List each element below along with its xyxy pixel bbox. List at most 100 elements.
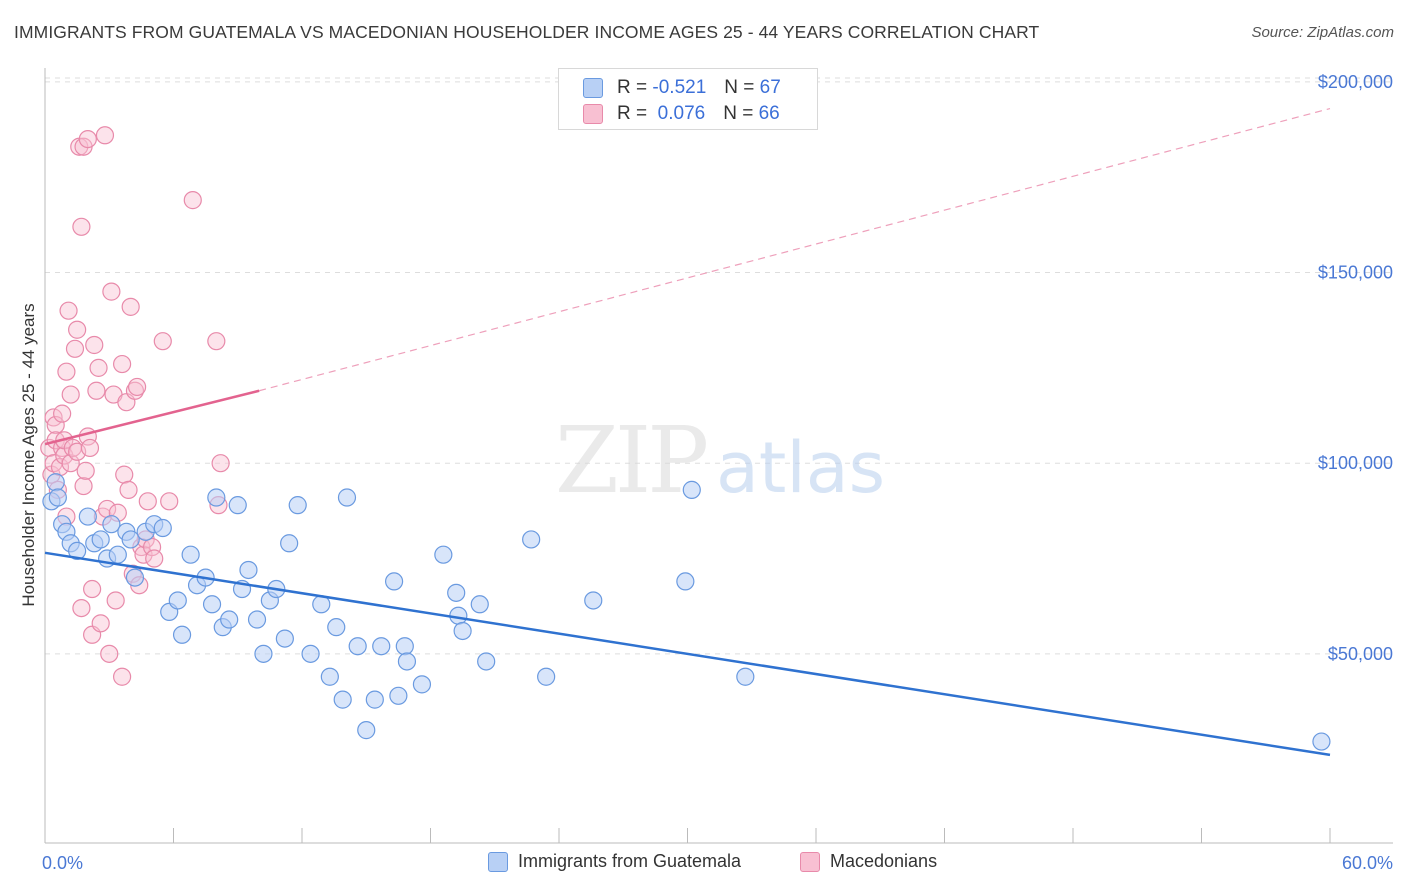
point-guatemala [453,621,472,641]
point-macedonians [68,320,87,339]
point-guatemala [220,610,239,629]
point-guatemala [584,591,603,610]
n-value-macedonians: 66 [758,103,780,124]
point-guatemala [477,652,496,671]
point-guatemala [78,507,97,526]
point-guatemala [239,560,258,580]
point-guatemala [108,545,127,564]
point-macedonians [91,614,110,633]
point-guatemala [676,572,695,591]
n-label: N = [724,77,755,98]
point-macedonians [78,129,97,149]
point-macedonians [89,358,108,377]
point-macedonians [53,404,72,423]
point-guatemala [46,473,65,492]
point-macedonians [112,354,132,374]
point-guatemala [172,625,192,644]
watermark: ZIP atlas [555,407,885,514]
point-macedonians [153,332,172,351]
x-tick-labels: 0.0% 60.0% [42,853,1393,873]
point-guatemala [348,637,367,656]
point-guatemala [397,652,417,671]
r-label: R = [617,103,648,124]
n-label: N = [723,103,754,124]
point-macedonians [74,476,93,496]
point-macedonians [119,480,138,499]
point-macedonians [76,461,95,480]
point-guatemala [168,591,187,610]
y-tick-labels: $50,000 $100,000 $150,000 $200,000 [1318,72,1393,664]
point-guatemala [91,530,110,549]
x-tick-label-start: 0.0% [42,853,83,873]
y-axis-label: Householder Income Ages 25 - 44 years [19,303,38,606]
r-value-macedonians: 0.076 [657,103,706,124]
point-macedonians [160,492,179,511]
point-guatemala [384,572,404,591]
x-tick-label-end: 60.0% [1342,853,1393,873]
point-macedonians [46,415,65,435]
point-guatemala [125,568,145,587]
legend-item-macedonians: Macedonians [800,851,937,872]
legend-label-guatemala: Immigrants from Guatemala [518,851,742,871]
point-macedonians [138,492,157,511]
macedonians-swatch [583,104,603,124]
point-guatemala [470,595,489,614]
point-macedonians [57,362,76,381]
trend-lines [44,108,1331,757]
correlation-row-macedonians: R = 0.076 N = 66 [583,103,780,125]
data-points [40,126,1331,751]
legend-item-guatemala: Immigrants from Guatemala [488,851,741,872]
point-guatemala [280,534,299,553]
r-label: R = [617,77,648,98]
watermark-zip: ZIP [555,407,706,514]
correlation-row-guatemala: R = -0.521 N = 67 [583,77,781,99]
point-guatemala [1312,732,1331,751]
legend-label-macedonians: Macedonians [830,851,938,871]
point-macedonians [61,454,80,473]
watermark-atlas: atlas [716,427,885,509]
point-guatemala [389,686,408,705]
point-macedonians [121,297,140,316]
point-guatemala [736,667,755,686]
point-guatemala [537,667,556,686]
point-macedonians [142,537,162,557]
point-guatemala [288,496,307,515]
point-macedonians [72,217,91,236]
point-macedonians [80,438,100,458]
point-guatemala [372,637,391,656]
point-guatemala [153,518,172,538]
point-guatemala [207,488,226,507]
point-macedonians [95,126,115,145]
point-guatemala [365,690,384,709]
point-guatemala [228,496,247,515]
point-guatemala [181,545,200,564]
point-macedonians [72,598,91,618]
point-guatemala [333,690,352,709]
point-guatemala [682,480,701,499]
point-macedonians [145,549,164,568]
point-macedonians [106,591,125,610]
point-guatemala [337,488,357,507]
point-macedonians [207,332,226,351]
r-value-guatemala: -0.521 [652,77,707,98]
point-guatemala [357,721,376,740]
point-guatemala [202,595,222,614]
source-credit: Source: ZipAtlas.com [1251,24,1394,41]
point-macedonians [183,191,202,210]
chart-title: IMMIGRANTS FROM GUATEMALA VS MACEDONIAN … [14,22,1040,42]
point-macedonians [85,335,104,355]
point-macedonians [65,339,85,358]
trend-line-macedonians [44,389,260,446]
point-guatemala [301,644,320,663]
y-tick-label: $100,000 [1318,453,1393,473]
point-guatemala [48,488,67,507]
point-guatemala [412,675,432,694]
point-macedonians [59,301,78,320]
n-value-guatemala: 67 [759,77,781,98]
y-tick-label: $150,000 [1318,263,1393,283]
point-macedonians [127,377,147,397]
point-guatemala [121,530,140,549]
y-tick-label: $200,000 [1318,72,1393,92]
trend-line-macedonians-extension [259,108,1331,392]
